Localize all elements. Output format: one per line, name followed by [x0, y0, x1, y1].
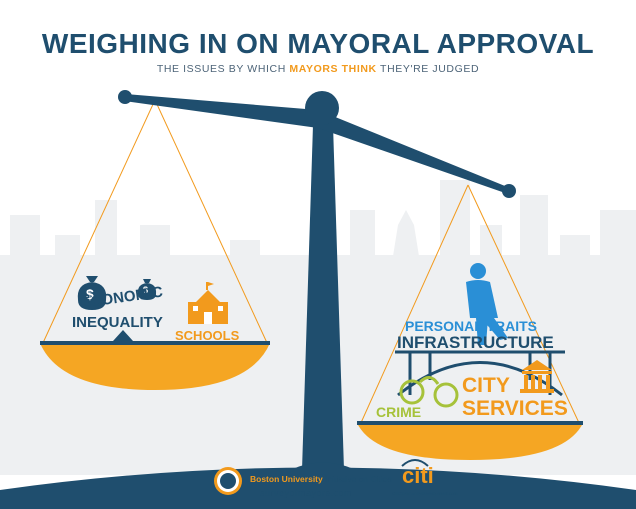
subtitle-start: THE ISSUES BY WHICH [156, 63, 290, 75]
ground-hill [0, 467, 636, 509]
subtitle-end: THEY'RE JUDGED [376, 63, 480, 75]
page-subtitle: THE ISSUES BY WHICH MAYORS THINK THEY'RE… [0, 63, 636, 75]
footer-org-name: Boston University [250, 474, 323, 484]
label-city: CITY [462, 374, 510, 397]
city-hall-icon [520, 360, 554, 393]
beam-end-right [502, 184, 516, 198]
subtitle-highlight: MAYORS THINK [289, 63, 377, 75]
footer-url: surveyofmayors.com [260, 488, 353, 498]
pivot-knob [305, 91, 339, 125]
handcuffs-icon [399, 376, 459, 408]
label-crime: CRIME [376, 404, 422, 420]
scale-base [290, 462, 356, 470]
right-pan [357, 423, 583, 460]
citi-logo-arc-icon [401, 459, 429, 467]
left-pan [40, 343, 270, 390]
label-infrastructure: INFRASTRUCTURE [397, 333, 554, 352]
label-personal-traits: PERSONAL TRAITS [405, 318, 537, 334]
citi-url: CitiCommunityDevelopment.com [392, 491, 458, 496]
person-silhouette-icon [466, 263, 508, 345]
scale-pole [302, 125, 344, 470]
left-pan-strings [41, 99, 269, 346]
beam-end-left [118, 90, 132, 104]
citi-logo: citi [402, 463, 434, 488]
footer-organization: Boston University Initiative on Cities [250, 474, 392, 484]
school-icon [188, 282, 228, 324]
label-services: SERVICES [462, 397, 568, 420]
page-title: WEIGHING IN ON MAYORAL APPROVAL [41, 28, 595, 59]
right-pan-strings [359, 184, 581, 426]
label-schools: SCHOOLS [175, 328, 240, 343]
money-bag-small-icon [137, 279, 157, 300]
footer-org-rest: Initiative on Cities [322, 474, 392, 484]
label-inequality: INEQUALITY [72, 314, 163, 331]
boston-university-seal-icon [214, 467, 242, 495]
money-bag-large-icon [77, 276, 107, 310]
money-symbol-small: $ [143, 285, 149, 295]
seesaw-fulcrum [113, 330, 133, 341]
money-symbol-large: $ [86, 286, 94, 302]
